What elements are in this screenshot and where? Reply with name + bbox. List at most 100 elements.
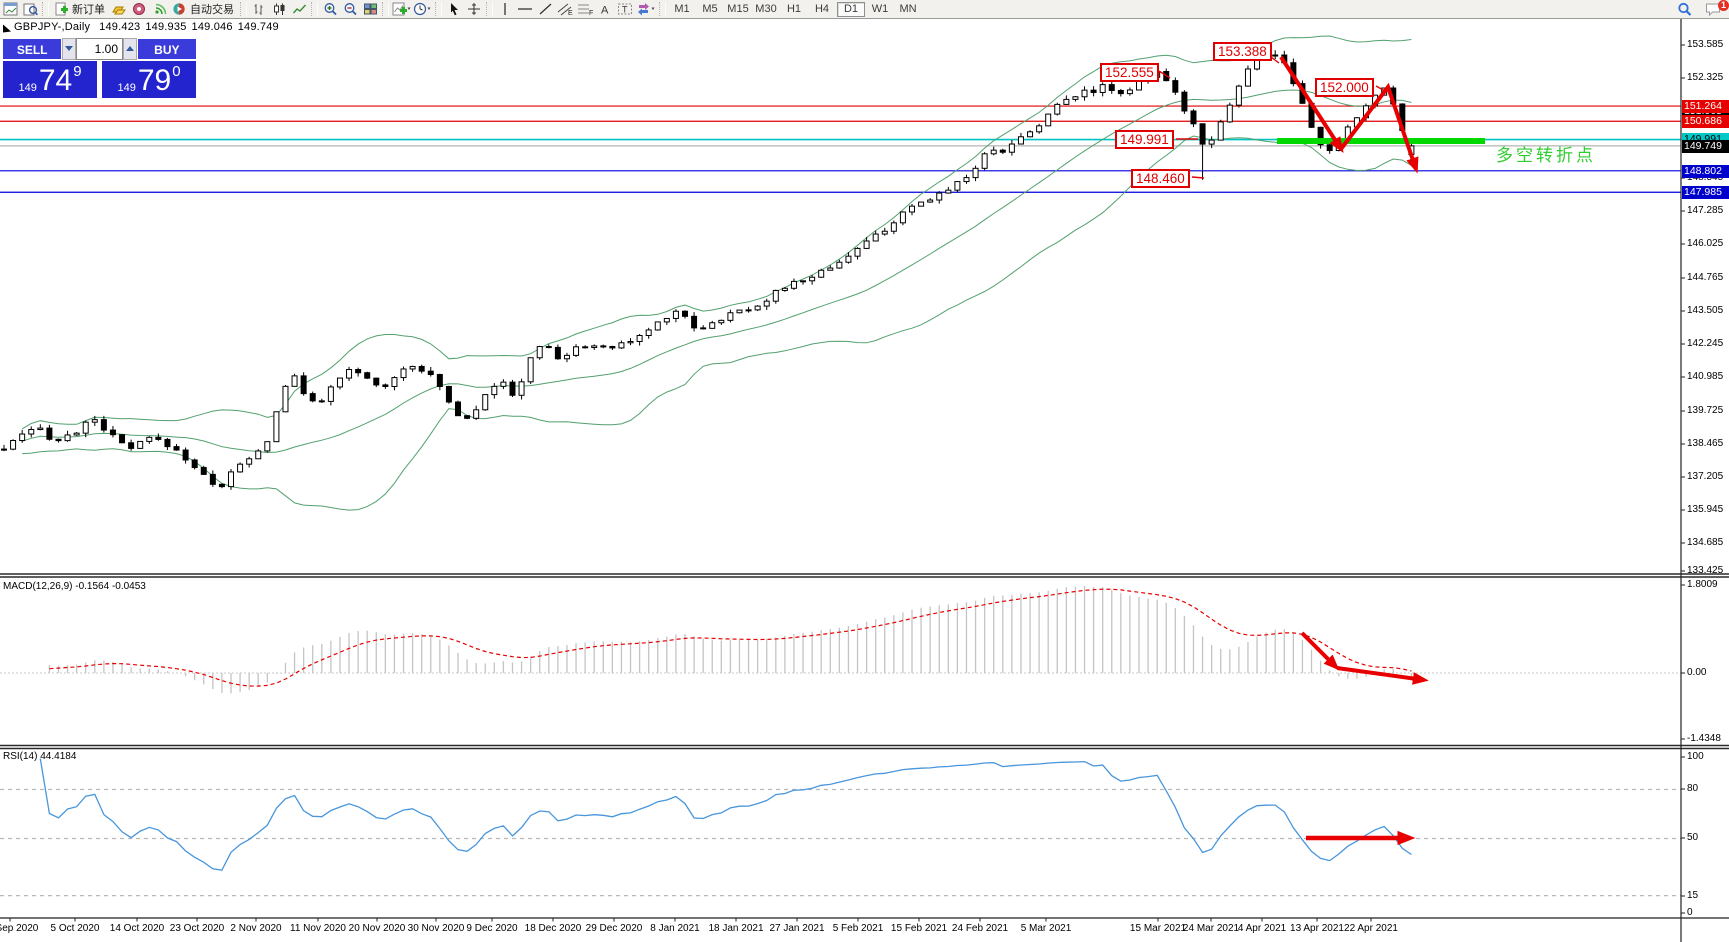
price-badge: 148.802: [1682, 164, 1729, 178]
toolbar-grip: [311, 2, 318, 16]
text-label-tool-icon[interactable]: T: [615, 1, 635, 17]
periods-clock-icon[interactable]: [412, 1, 433, 17]
vertical-line-tool-icon[interactable]: [495, 1, 515, 17]
quote-open: 149.423: [99, 21, 141, 33]
time-axis-label: 11 Nov 2020: [290, 923, 346, 934]
svg-text:T: T: [622, 5, 628, 15]
timeframe-button-D1[interactable]: D1: [837, 1, 865, 17]
new-order-icon[interactable]: [51, 1, 71, 17]
signals-icon[interactable]: [149, 1, 169, 17]
price-axis-tick: 148.545: [1687, 172, 1724, 183]
chart-preview-icon[interactable]: [20, 1, 40, 17]
time-axis-label: 13 Apr 2021: [1290, 923, 1344, 934]
timeframe-button-M30[interactable]: M30: [755, 2, 777, 15]
annotation-text-cn[interactable]: 多空转折点: [1496, 146, 1596, 165]
trendline-tool-icon[interactable]: [535, 1, 555, 17]
autotrade-icon[interactable]: [169, 1, 189, 17]
symbol-marker-icon: [3, 23, 11, 33]
tile-windows-icon[interactable]: [360, 1, 380, 17]
macd-trend-arrow[interactable]: [1336, 666, 1429, 685]
annotation-connector: [1191, 176, 1205, 179]
sell-price-prefix: 149: [18, 82, 37, 94]
community-icon[interactable]: [129, 1, 149, 17]
price-axis-tick: 138.465: [1687, 438, 1724, 449]
price-axis-tick: 144.765: [1687, 272, 1724, 283]
price-axis-tick: 143.505: [1687, 305, 1724, 316]
timeframe-button-M15[interactable]: M15: [727, 2, 749, 15]
price-axis-tick: 147.285: [1687, 205, 1724, 216]
bar-chart-type-icon[interactable]: [249, 1, 269, 17]
macd-axis-tick: -1.4348: [1687, 733, 1721, 744]
sell-price-panel[interactable]: 149 74 9: [2, 60, 98, 99]
timeframe-button-MN[interactable]: MN: [899, 2, 917, 15]
chart-window-icon[interactable]: [0, 1, 20, 17]
price-badge-partial: 151.065: [1682, 111, 1729, 116]
price-annotation-box[interactable]: 149.991: [1115, 130, 1174, 149]
search-icon[interactable]: [1675, 1, 1695, 17]
price-axis-tick: 152.325: [1687, 72, 1724, 83]
macd-axis-tick: 1.8009: [1687, 579, 1718, 590]
line-chart-type-icon[interactable]: [289, 1, 309, 17]
price-annotation-box[interactable]: 152.000: [1315, 78, 1374, 97]
timeframe-button-H4[interactable]: H4: [814, 2, 830, 15]
horizontal-line-tool-icon[interactable]: [515, 1, 535, 17]
timeframe-button-M1[interactable]: M1: [674, 2, 690, 15]
quote-low: 149.046: [191, 21, 233, 33]
timeframe-button-M5[interactable]: M5: [702, 2, 718, 15]
rsi-indicator-label: RSI(14) 44.4184: [3, 751, 77, 762]
time-axis-label: 25 Sep 2020: [0, 923, 39, 934]
macd-histogram-layer: [48, 586, 1413, 694]
macd-signal-line: [49, 588, 1412, 687]
sell-button[interactable]: SELL: [2, 38, 63, 60]
price-axis-tick: 134.685: [1687, 537, 1724, 548]
shapes-tool-icon[interactable]: [635, 1, 657, 17]
svg-text:A: A: [601, 5, 609, 17]
price-axis-tick: 137.205: [1687, 471, 1724, 482]
price-annotation-box[interactable]: 148.460: [1131, 169, 1190, 188]
price-annotation-box[interactable]: 152.555: [1100, 63, 1159, 82]
volume-increase-button[interactable]: [123, 38, 137, 60]
new-order-button[interactable]: 新订单: [72, 4, 105, 16]
price-annotation-box[interactable]: 153.388: [1213, 42, 1272, 61]
price-badge: 150.686: [1682, 114, 1729, 128]
trend-arrow[interactable]: [1339, 82, 1419, 174]
deposit-gold-icon[interactable]: [109, 1, 129, 17]
time-axis-label: 5 Feb 2021: [832, 923, 884, 934]
buy-button[interactable]: BUY: [136, 38, 197, 60]
autotrade-button[interactable]: 自动交易: [190, 4, 234, 16]
timeframe-button-H1[interactable]: H1: [786, 2, 802, 15]
time-axis-label: 5 Oct 2020: [50, 923, 100, 934]
fibonacci-tool-icon[interactable]: F: [575, 1, 595, 17]
volume-input[interactable]: [76, 38, 123, 60]
text-tool-icon[interactable]: A: [595, 1, 615, 17]
price-axis-tick: 139.725: [1687, 405, 1724, 416]
cursor-icon[interactable]: [444, 1, 464, 17]
chat-icon[interactable]: 1: [1703, 0, 1729, 17]
time-axis-label: 20 Nov 2020: [348, 923, 406, 934]
candles-layer: [1, 50, 1415, 490]
macd-trend-arrow[interactable]: [1300, 631, 1340, 671]
rsi-axis-tick: 0: [1687, 907, 1693, 918]
top-toolbar: 新订单 自动交易: [0, 0, 1729, 19]
volume-decrease-button[interactable]: [62, 38, 76, 60]
toolbar-grip: [435, 2, 442, 16]
price-badge: 151.264: [1682, 99, 1729, 113]
zoom-out-icon[interactable]: [340, 1, 360, 17]
price-axis-tick: 142.245: [1687, 338, 1724, 349]
equidistant-channel-tool-icon[interactable]: E: [555, 1, 575, 17]
price-axis-tick: 146.025: [1687, 238, 1724, 249]
quote-close: 149.749: [237, 21, 279, 33]
trend-arrow[interactable]: [1279, 55, 1344, 154]
buy-price-panel[interactable]: 149 79 0: [101, 60, 197, 99]
time-axis-label: 14 Oct 2020: [109, 923, 165, 934]
timeframe-button-W1[interactable]: W1: [871, 2, 889, 15]
candlestick-type-icon[interactable]: [269, 1, 289, 17]
bollinger-bands-layer: [21, 35, 1412, 511]
zoom-in-icon[interactable]: [320, 1, 340, 17]
indicators-icon[interactable]: [391, 1, 412, 17]
time-axis-label: 22 Apr 2021: [1344, 923, 1398, 934]
notification-badge: 1: [1718, 0, 1729, 11]
crosshair-icon[interactable]: [464, 1, 484, 17]
annotation-connector: [1270, 56, 1280, 64]
